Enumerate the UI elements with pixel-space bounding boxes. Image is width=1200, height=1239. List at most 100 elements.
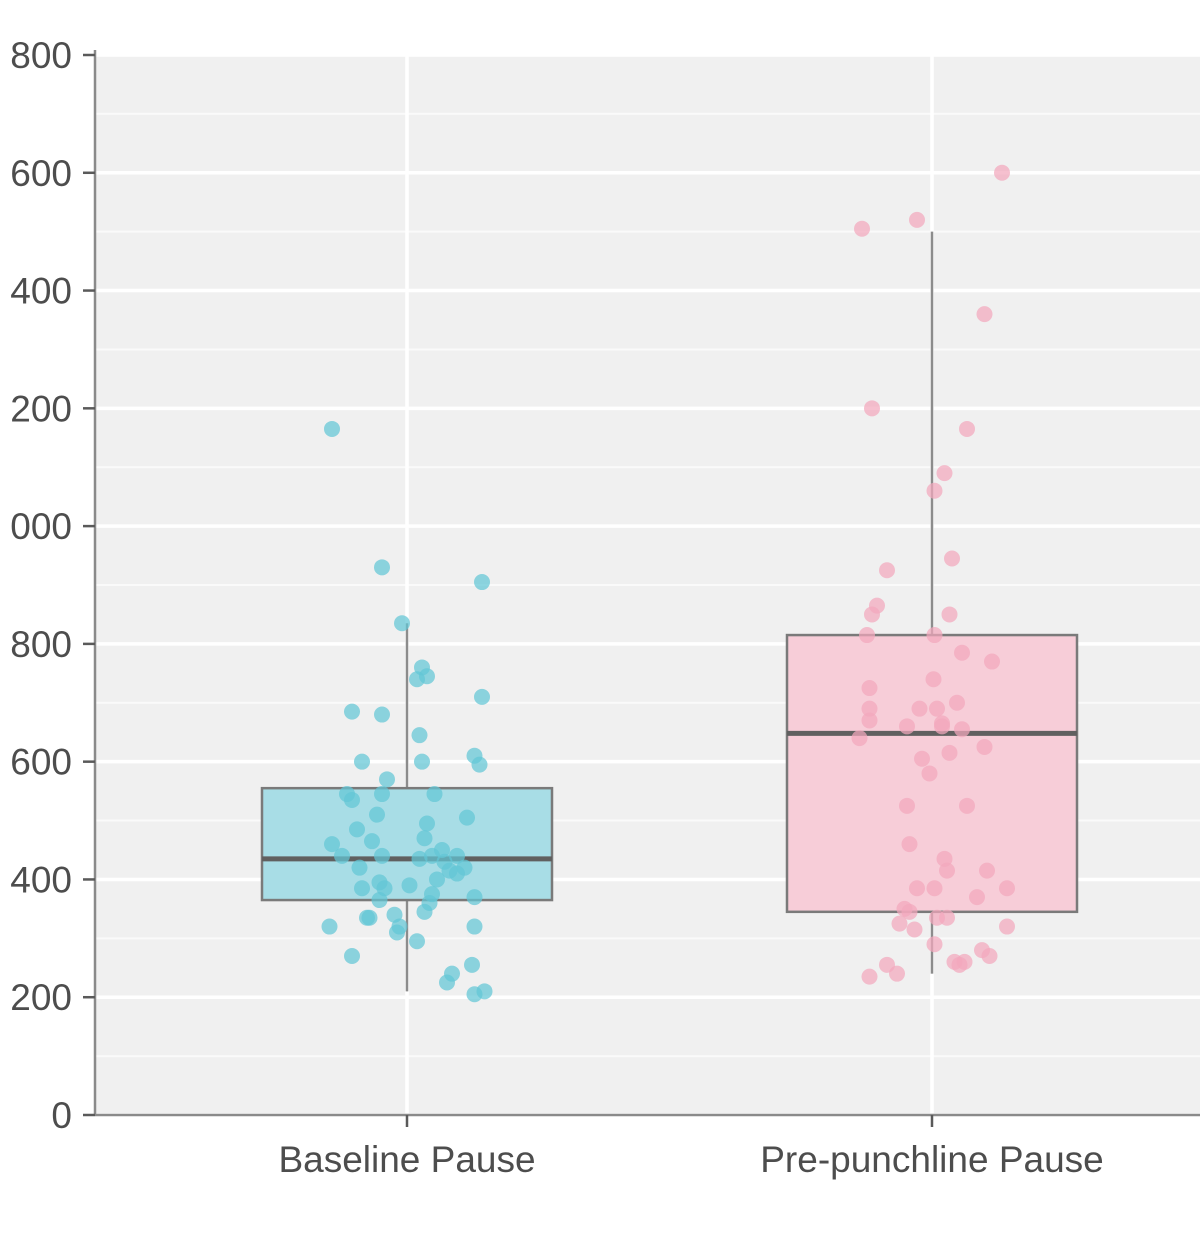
- data-point: [474, 688, 490, 705]
- data-point: [934, 715, 950, 732]
- data-point: [936, 465, 953, 482]
- data-point: [429, 871, 445, 888]
- data-point: [374, 847, 390, 864]
- data-point: [926, 936, 943, 953]
- data-point: [424, 847, 440, 864]
- data-point: [409, 671, 425, 688]
- data-point: [901, 903, 918, 920]
- data-point: [459, 809, 475, 826]
- data-point: [324, 420, 340, 437]
- data-point: [344, 948, 360, 964]
- data-point: [401, 877, 418, 894]
- data-point: [959, 420, 975, 437]
- data-point: [861, 700, 878, 717]
- data-point: [344, 791, 360, 808]
- x-category-label: Baseline Pause: [278, 1139, 535, 1180]
- data-point: [994, 164, 1010, 181]
- data-point: [861, 712, 878, 729]
- data-point: [394, 615, 410, 632]
- data-point: [939, 909, 955, 926]
- data-point: [411, 850, 428, 867]
- y-tick-label: 400: [10, 859, 72, 900]
- data-point: [949, 694, 965, 711]
- data-point: [889, 965, 905, 982]
- data-point: [379, 771, 395, 788]
- y-tick-label: 600: [10, 153, 72, 194]
- data-point: [954, 644, 970, 661]
- data-points: [321, 164, 1015, 1003]
- data-point: [864, 400, 880, 417]
- data-point: [929, 700, 945, 717]
- data-point: [879, 562, 895, 579]
- data-point: [926, 880, 943, 897]
- data-point: [999, 918, 1015, 935]
- data-point: [976, 306, 993, 323]
- data-point: [409, 933, 425, 950]
- data-point: [959, 797, 975, 814]
- data-point: [909, 211, 925, 228]
- data-point: [449, 865, 465, 882]
- data-point: [374, 559, 390, 576]
- data-point: [416, 903, 433, 920]
- box-baseline: [260, 623, 554, 992]
- data-point: [939, 862, 955, 879]
- data-point: [911, 700, 928, 717]
- data-point: [901, 836, 918, 853]
- data-point: [909, 880, 925, 897]
- x-category-label: Pre-punchline Pause: [760, 1139, 1104, 1180]
- data-point: [466, 918, 483, 935]
- y-tick-label: 0: [51, 1095, 72, 1136]
- data-point: [969, 889, 985, 906]
- data-point: [851, 730, 868, 747]
- data-point: [899, 797, 915, 814]
- data-point: [351, 859, 368, 876]
- data-point: [476, 983, 493, 1000]
- data-point: [906, 921, 923, 938]
- data-point: [859, 627, 875, 644]
- data-point: [389, 924, 405, 941]
- data-point: [321, 918, 338, 935]
- data-point: [976, 738, 993, 755]
- data-point: [466, 889, 483, 906]
- data-point: [891, 915, 908, 932]
- data-point: [419, 815, 435, 832]
- data-point: [854, 220, 870, 237]
- data-point: [464, 956, 480, 973]
- y-tick-label: 000: [10, 506, 72, 547]
- data-point: [926, 482, 943, 499]
- y-tick-label: 800: [10, 624, 72, 665]
- y-tick-label: 600: [10, 742, 72, 783]
- data-point: [861, 968, 878, 985]
- data-point: [364, 833, 380, 850]
- tick-labels: 0 200 400 600 800 000 200 400 600 800 Baseline Pau…: [10, 35, 1103, 1180]
- data-point: [414, 753, 430, 770]
- data-point: [899, 718, 915, 735]
- data-point: [921, 765, 938, 782]
- data-point: [371, 892, 388, 909]
- data-point: [334, 847, 350, 864]
- data-point: [944, 550, 960, 567]
- data-point: [979, 862, 995, 879]
- data-point: [354, 753, 370, 770]
- data-point: [449, 847, 465, 864]
- data-point: [954, 721, 970, 738]
- data-point: [369, 806, 385, 823]
- data-point: [411, 727, 428, 744]
- data-point: [471, 756, 488, 773]
- data-point: [324, 836, 340, 853]
- y-tick-label: 400: [10, 271, 72, 312]
- data-point: [925, 671, 942, 688]
- data-point: [999, 880, 1015, 897]
- data-point: [354, 880, 370, 897]
- data-point: [864, 606, 880, 623]
- data-point: [861, 680, 878, 697]
- data-point: [914, 750, 930, 767]
- data-point: [981, 948, 998, 964]
- y-tick-label: 200: [10, 977, 72, 1018]
- data-point: [344, 703, 360, 720]
- y-tick-label: 200: [10, 388, 72, 429]
- data-point: [941, 744, 958, 761]
- data-point: [984, 653, 1000, 670]
- data-point: [374, 706, 390, 723]
